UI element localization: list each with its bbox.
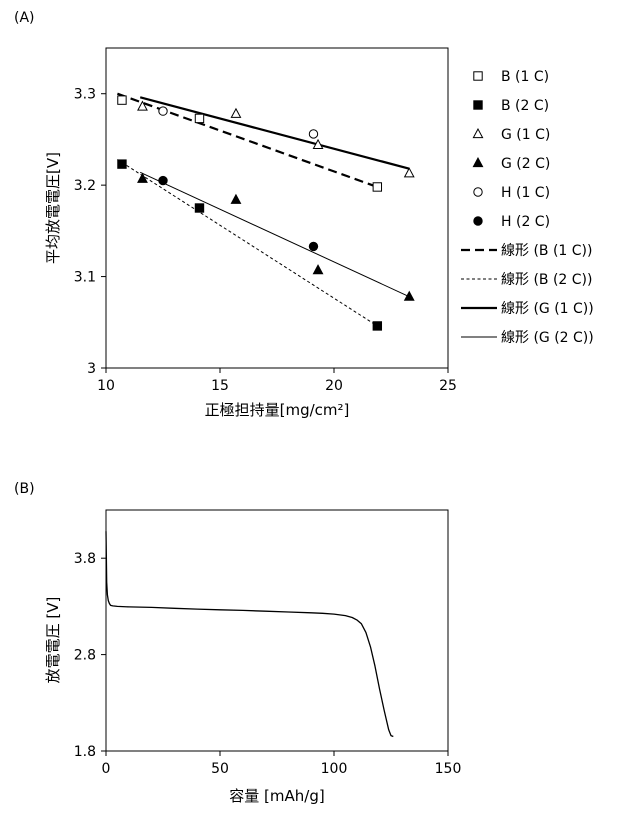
x-tick-label: 150	[435, 761, 462, 777]
plot-a-frame	[105, 47, 449, 369]
data-point-g-2-c	[312, 264, 324, 275]
legend-label: 線形 (B (2 C))	[501, 272, 593, 288]
trendline-g-1-c	[139, 96, 410, 170]
data-point-g-2-c	[230, 193, 242, 204]
legend-label: H (2 C)	[501, 214, 550, 230]
legend-label: 線形 (B (1 C))	[501, 243, 593, 259]
legend-swatch-b-2-c	[473, 100, 483, 110]
legend-label: H (1 C)	[501, 185, 550, 201]
plot-a-ticks: 10 15 20 25 3 3.1 3.2 3.3	[74, 87, 457, 394]
legend-label: B (1 C)	[501, 69, 549, 85]
data-point-h-1-c	[308, 129, 319, 139]
data-point-b-1-c	[117, 95, 127, 105]
plot-a-legend: B (1 C) B (2 C) G (1 C) G (2 C) H (1 C) H (2 …	[461, 69, 594, 346]
data-point-g-2-c	[403, 290, 415, 301]
legend-swatch-h-2-c	[473, 216, 483, 226]
data-point-h-2-c	[158, 175, 168, 186]
data-point-h-1-c	[158, 106, 168, 116]
plot-a-xlabel: 正極担持量[mg/cm²]	[205, 401, 350, 419]
plot-b-ylabel: 放電電圧 [V]	[44, 597, 62, 684]
x-tick-label: 100	[321, 761, 348, 777]
plot-b-curve	[105, 531, 394, 738]
legend-label: 線形 (G (1 C))	[501, 301, 594, 317]
data-point-g-1-c	[230, 107, 242, 118]
data-point-b-2-c	[194, 203, 205, 213]
x-tick-label: 50	[211, 761, 229, 777]
x-tick-label: 25	[439, 378, 457, 394]
y-tick-label: 3.3	[74, 87, 96, 103]
data-point-b-1-c	[372, 182, 383, 192]
plot-b-ticks: 0 50 100 150 1.8 2.8 3.8	[74, 551, 462, 777]
y-tick-label: 2.8	[74, 648, 96, 664]
data-point-b-2-c	[117, 159, 127, 169]
y-tick-label: 3.1	[74, 270, 96, 286]
data-point-b-1-c	[194, 113, 205, 124]
legend-swatch-g-2-c	[472, 156, 484, 168]
y-tick-label: 3	[87, 361, 96, 377]
plot-a-points	[117, 95, 415, 331]
trendline-b-2-c	[117, 159, 378, 327]
y-tick-label: 3.2	[74, 178, 96, 194]
data-point-g-1-c	[312, 138, 324, 150]
data-point-b-2-c	[372, 321, 383, 331]
plot-a-ylabel: 平均放電電圧[V]	[44, 152, 62, 264]
data-point-g-1-c	[403, 167, 415, 178]
y-tick-label: 3.8	[74, 551, 96, 567]
legend-label: 線形 (G (2 C))	[501, 330, 594, 346]
x-tick-label: 10	[97, 378, 115, 394]
legend-label: G (2 C)	[501, 156, 550, 172]
data-point-g-1-c	[137, 100, 148, 111]
x-tick-label: 15	[211, 378, 229, 394]
y-tick-label: 1.8	[74, 744, 96, 760]
legend-label: G (1 C)	[501, 127, 550, 143]
legend-swatch-g-1-c	[472, 127, 484, 139]
legend-swatch-b-1-c	[473, 71, 483, 81]
plot-b-xlabel: 容量 [mAh/g]	[229, 787, 324, 805]
x-tick-label: 20	[325, 378, 343, 394]
plot-b-frame	[105, 509, 449, 752]
trendline-g-2-c	[139, 171, 410, 298]
trendline-b-1-c	[117, 92, 378, 189]
data-point-h-2-c	[308, 241, 319, 252]
panel-a-label: (A)	[14, 10, 35, 26]
legend-swatch-h-1-c	[473, 187, 483, 197]
x-tick-label: 0	[102, 761, 111, 777]
panel-b-label: (B)	[14, 481, 35, 497]
plot-a-trendlines	[117, 92, 410, 327]
legend-label: B (2 C)	[501, 98, 549, 114]
discharge-curve	[105, 531, 394, 738]
data-point-g-2-c	[137, 172, 148, 183]
